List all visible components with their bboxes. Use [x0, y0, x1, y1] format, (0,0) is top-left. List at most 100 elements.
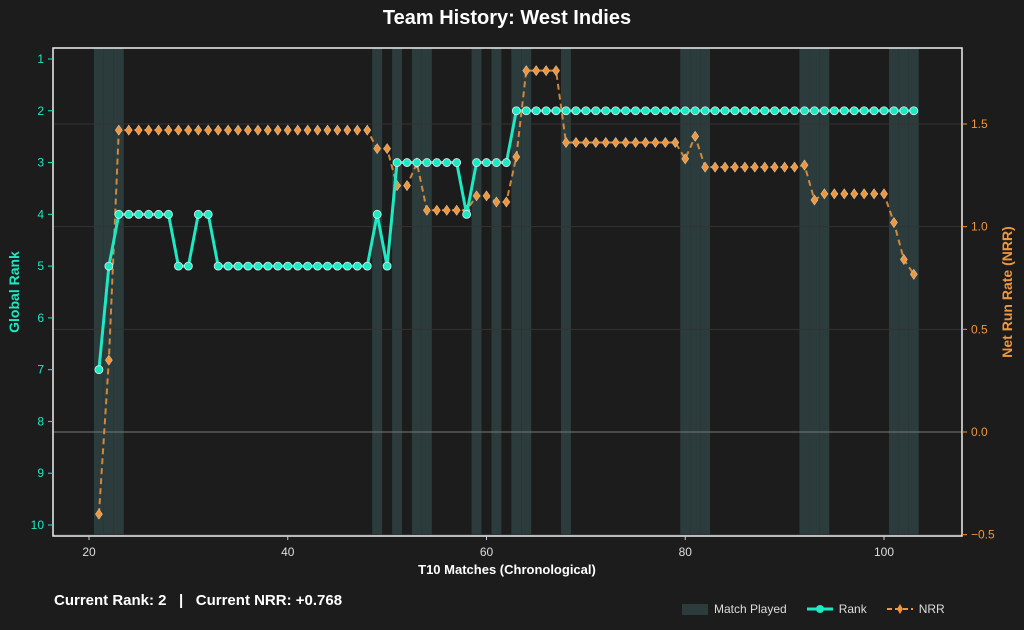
nrr-line	[97, 69, 915, 515]
match-played-band	[888, 48, 899, 536]
rank-point	[342, 261, 352, 271]
nrr-point	[621, 136, 630, 149]
left-tick-label: 10	[31, 518, 45, 532]
nrr-point	[790, 161, 799, 173]
nrr-point	[681, 153, 690, 165]
nrr-point	[114, 124, 123, 136]
match-played-band	[819, 48, 830, 536]
left-tick-label: 4	[37, 207, 44, 221]
nrr-point	[532, 65, 541, 77]
rank-point	[134, 209, 144, 219]
x-tick-label: 40	[281, 545, 295, 559]
nrr-point	[661, 136, 670, 149]
rank-point	[591, 106, 601, 116]
nrr-point	[303, 124, 312, 136]
nrr-point	[432, 204, 441, 216]
nrr-point	[194, 124, 203, 136]
rank-point	[114, 209, 124, 219]
left-tick-label: 8	[37, 414, 44, 428]
nrr-point	[741, 161, 749, 173]
rank-point	[253, 261, 263, 271]
rank-point	[839, 106, 849, 116]
rank-point	[313, 261, 322, 271]
match-played-band	[421, 48, 432, 536]
nrr-point	[343, 124, 352, 136]
rank-point	[810, 106, 819, 116]
match-played-band	[908, 48, 919, 536]
left-tick-label: 7	[37, 363, 44, 377]
rank-point	[462, 209, 472, 219]
nrr-point	[134, 124, 143, 136]
rank-line	[97, 109, 914, 370]
nrr-point	[234, 124, 242, 136]
nrr-point	[810, 194, 819, 206]
nrr-point	[154, 124, 163, 136]
nrr-point	[224, 124, 232, 136]
nrr-point	[840, 188, 849, 200]
nrr-point	[631, 136, 640, 149]
right-tick-label: 1.5	[971, 117, 988, 131]
rank-point	[402, 158, 412, 167]
rank-point	[213, 261, 223, 271]
chart-title: Team History: West Indies	[383, 7, 631, 29]
match-played-band	[372, 48, 383, 536]
rank-point	[720, 106, 730, 116]
nrr-point	[373, 143, 382, 155]
rank-point	[601, 106, 611, 116]
current-rank: Current Rank: 2	[54, 592, 167, 609]
nrr-point	[254, 124, 262, 136]
rank-point	[472, 158, 481, 167]
match-played-bands	[93, 48, 919, 536]
legend-label: NRR	[918, 602, 945, 616]
x-axis: 20 40 60 80 100	[82, 536, 894, 559]
rank-point	[154, 209, 163, 219]
nrr-point	[522, 65, 531, 77]
x-tick-label: 80	[679, 545, 693, 559]
rank-point	[571, 106, 581, 116]
rank-point	[412, 158, 422, 167]
rank-line-icon	[806, 605, 833, 613]
rank-point	[124, 209, 134, 219]
right-axis-label: Net Run Rate (NRR)	[999, 226, 1015, 357]
rank-point	[869, 106, 879, 116]
nrr-point	[174, 124, 183, 136]
nrr-point	[144, 124, 153, 136]
nrr-point	[770, 161, 779, 173]
rank-point	[819, 106, 829, 116]
match-played-band	[471, 48, 482, 536]
nrr-point	[353, 124, 362, 136]
rank-point	[611, 106, 621, 116]
rank-point	[333, 261, 342, 271]
nrr-point	[750, 161, 759, 173]
left-tick-label: 2	[37, 104, 44, 118]
nrr-point	[562, 136, 570, 149]
nrr-point	[870, 188, 878, 200]
legend-item-rank: Rank	[806, 602, 867, 616]
separator: |	[179, 592, 184, 609]
left-tick-label: 6	[37, 311, 44, 325]
rank-point	[710, 106, 720, 116]
rank-point	[849, 106, 859, 116]
nrr-point	[293, 124, 302, 136]
right-tick-label: −0.5	[971, 528, 995, 542]
rank-point	[700, 106, 710, 116]
rank-point	[641, 106, 650, 116]
rank-point	[442, 158, 452, 167]
rank-point	[621, 106, 631, 116]
nrr-point	[721, 161, 729, 173]
match-played-band	[690, 48, 701, 536]
nrr-point	[691, 130, 700, 142]
rank-point	[800, 106, 809, 116]
legend: Match Played Rank NRR	[682, 602, 959, 616]
rank-point	[730, 106, 740, 116]
match-played-band	[680, 48, 691, 536]
rank-point	[690, 106, 700, 116]
rank-point	[770, 106, 780, 116]
rank-point	[581, 106, 591, 116]
nrr-point	[164, 124, 173, 136]
current-nrr: Current NRR: +0.768	[195, 592, 343, 609]
nrr-point	[611, 136, 620, 149]
nrr-point	[214, 124, 223, 136]
rank-point	[829, 106, 839, 116]
nrr-point	[820, 188, 829, 200]
